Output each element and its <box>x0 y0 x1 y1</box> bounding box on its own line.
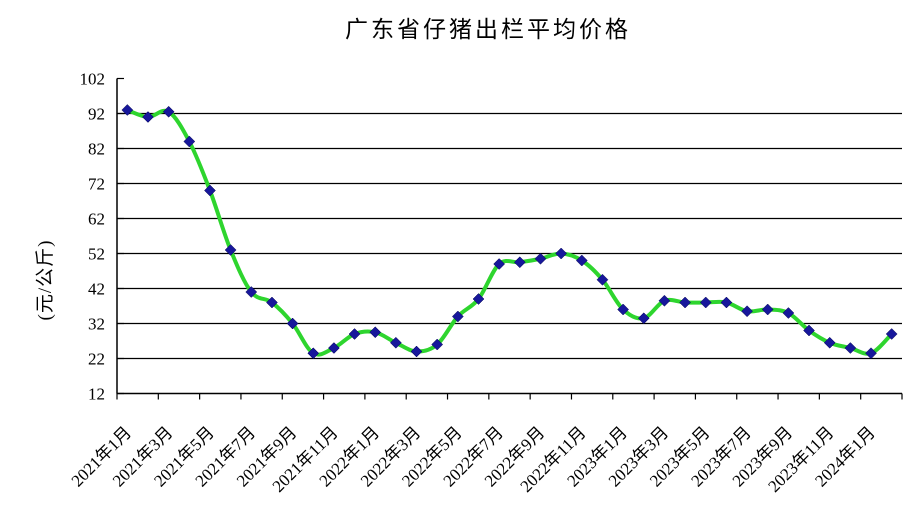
data-point <box>555 247 567 260</box>
data-point <box>245 286 258 298</box>
data-point <box>617 303 629 316</box>
data-point <box>658 294 671 307</box>
data-point <box>637 312 650 325</box>
data-point <box>823 336 836 349</box>
data-point <box>575 254 588 267</box>
svg-text:72: 72 <box>88 175 105 194</box>
y-tick-labels: 12 22 32 42 52 62 72 82 92 102 <box>80 70 106 404</box>
data-point <box>865 347 877 360</box>
svg-text:92: 92 <box>88 105 105 124</box>
data-point <box>224 244 237 256</box>
data-point <box>803 324 815 337</box>
data-point <box>761 303 774 316</box>
data-point <box>885 328 898 340</box>
data-point <box>596 273 609 286</box>
x-tick-labels: 2021年1月2021年3月2021年5月2021年7月2021年9月2021年… <box>68 423 879 496</box>
data-point <box>741 305 753 318</box>
data-point-markers <box>121 104 898 360</box>
data-point <box>328 342 340 354</box>
data-point <box>390 336 402 349</box>
svg-text:102: 102 <box>80 70 106 89</box>
svg-text:12: 12 <box>88 385 105 404</box>
svg-text:62: 62 <box>88 210 105 229</box>
data-point <box>782 307 795 319</box>
data-point <box>348 328 361 340</box>
svg-text:32: 32 <box>88 315 105 334</box>
data-point <box>534 252 547 265</box>
data-point <box>699 296 712 309</box>
data-point <box>513 256 526 269</box>
data-point <box>452 310 464 323</box>
chart-title: 广东省仔猪出栏平均价格 <box>345 17 631 42</box>
data-point <box>142 111 154 123</box>
data-point <box>204 184 216 197</box>
data-point <box>286 317 299 330</box>
svg-text:22: 22 <box>88 350 105 369</box>
data-point <box>162 105 175 118</box>
data-point <box>493 258 506 270</box>
data-point <box>121 104 134 116</box>
data-point <box>307 347 320 360</box>
svg-text:82: 82 <box>88 140 105 159</box>
data-point <box>266 296 278 309</box>
svg-text:42: 42 <box>88 280 105 299</box>
data-point <box>183 135 196 148</box>
data-point <box>431 338 444 351</box>
data-point <box>410 345 423 358</box>
axes <box>116 77 903 400</box>
y-gridlines <box>117 112 902 360</box>
data-point <box>720 296 733 309</box>
svg-text:52: 52 <box>88 245 105 264</box>
data-point <box>844 342 857 354</box>
data-point <box>472 293 485 305</box>
price-series-line <box>125 108 894 357</box>
data-point <box>679 296 691 309</box>
data-point <box>369 326 382 339</box>
